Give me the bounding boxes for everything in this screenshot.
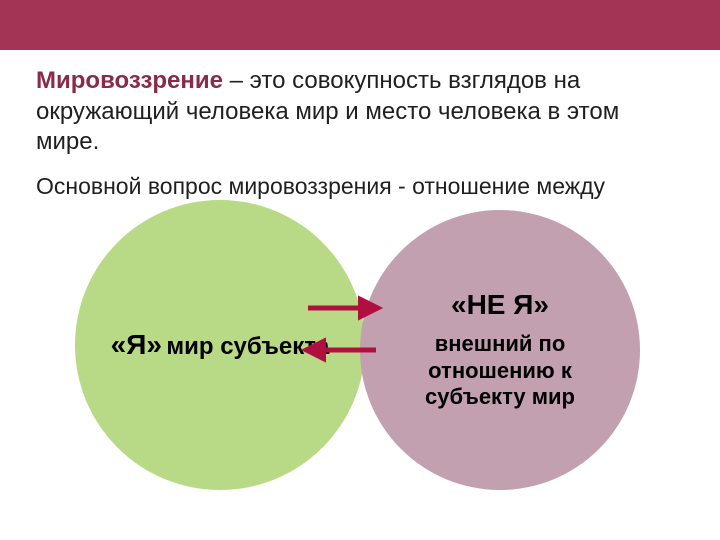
top-banner [0, 0, 720, 50]
right-circle-subtitle: внешний по отношению к субъекту мир [360, 331, 640, 410]
right-circle: «НЕ Я» внешний по отношению к субъекту м… [360, 210, 640, 490]
left-circle-title: «Я» [111, 329, 162, 360]
term: Мировоззрение [36, 67, 223, 94]
left-circle-label: «Я» мир субъекта [111, 329, 330, 361]
left-circle-subtitle: мир субъекта [166, 333, 329, 360]
right-circle-title: «НЕ Я» [451, 289, 549, 321]
subheading: Основной вопрос мировоззрения - отношени… [36, 172, 684, 201]
left-circle: «Я» мир субъекта [75, 200, 365, 490]
definition-text: Мировоззрение – это совокупность взглядо… [36, 66, 684, 158]
diagram: «Я» мир субъекта «НЕ Я» внешний по отнош… [0, 200, 720, 540]
content: Мировоззрение – это совокупность взглядо… [0, 50, 720, 201]
